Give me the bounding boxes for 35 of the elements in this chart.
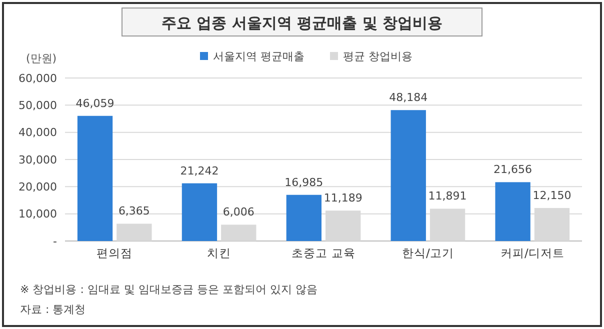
y-tick-label: 10,000: [18, 208, 57, 221]
bar: [116, 224, 152, 241]
bar: [182, 183, 218, 241]
y-tick-label: 40,000: [18, 126, 57, 140]
data-label: 16,985: [284, 176, 324, 189]
chart-title: 주요 업종 서울지역 평균매출 및 창업비용: [161, 14, 443, 32]
y-axis-title: (만원): [26, 52, 57, 65]
data-label: 48,184: [389, 91, 428, 104]
bar: [286, 194, 322, 241]
y-tick-label: 30,000: [18, 153, 57, 166]
data-label: 12,150: [532, 188, 572, 202]
data-label: 21,242: [180, 164, 219, 178]
y-tick-label: -: [53, 234, 58, 248]
data-label: 21,656: [494, 163, 532, 176]
bar: [390, 110, 426, 241]
data-label: 11,189: [324, 192, 362, 205]
text: 자료 : 통계청: [20, 303, 86, 316]
y-tick-label: 20,000: [18, 180, 57, 194]
bar: [221, 224, 256, 241]
x-tick-label: 초중고 교육: [292, 246, 356, 260]
legend-label: 평균 창업비용: [343, 50, 412, 63]
x-tick-label: 한식/고기: [402, 246, 454, 260]
bar: [77, 116, 113, 241]
data-label: 6,006: [222, 206, 254, 219]
bar: [495, 182, 530, 241]
data-label: 46,059: [76, 96, 114, 110]
data-label: 6,365: [118, 204, 150, 218]
legend-label: 서울지역 평균매출: [213, 50, 304, 63]
x-tick-label: 커피/디저트: [500, 246, 564, 260]
y-tick-label: 50,000: [18, 99, 57, 112]
x-tick-label: 편의점: [96, 246, 133, 260]
x-tick-label: 치킨: [207, 246, 232, 260]
text: ※ 창업비용 : 임대료 및 임대보증금 등은 포함되어 있지 않음: [20, 283, 318, 296]
y-tick-label: 60,000: [18, 72, 57, 85]
data-label: 11,891: [428, 190, 467, 203]
